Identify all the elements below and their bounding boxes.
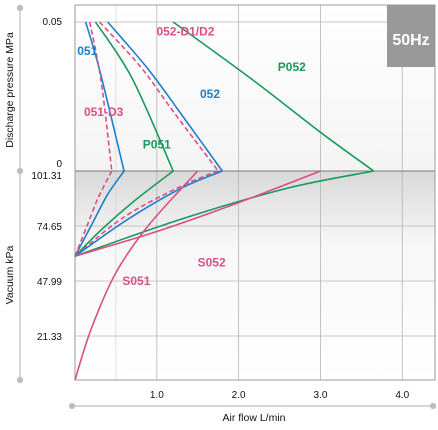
series-label-051: 051 — [77, 44, 97, 58]
series-052-d1-d2-pressure-line — [98, 21, 219, 172]
badge-text: 50Hz — [392, 32, 429, 49]
series-labels: 051 051-D3 P051 052-D1/D2 052 P052 S051 S052 — [77, 24, 306, 288]
series-label-p052: P052 — [278, 60, 306, 74]
series-p051-vacuum-line — [74, 170, 174, 257]
series-052-vacuum-line — [74, 170, 223, 257]
pressure-region — [75, 5, 435, 171]
series-051-d3-pressure-line — [88, 21, 113, 172]
series-p051-pressure-line — [94, 21, 174, 172]
series-label-s052: S052 — [198, 256, 226, 270]
x-tick-label: 2.0 — [232, 390, 246, 401]
vacuum-tick-label: 101.31 — [31, 171, 62, 182]
series-label-051-d3: 051-D3 — [84, 105, 124, 119]
series-052-pressure-line — [107, 21, 223, 172]
vacuum-tick-label: 74.65 — [37, 222, 62, 233]
grid — [74, 4, 436, 381]
series-label-052: 052 — [200, 87, 220, 101]
vacuum-tick-label: 21.33 — [37, 332, 62, 343]
series-label-p051: P051 — [143, 138, 171, 152]
x-axis-title: Air flow L/min — [222, 412, 285, 424]
series-label-052-d1-d2: 052-D1/D2 — [156, 24, 214, 38]
series-051-vacuum-line — [74, 170, 125, 257]
vacuum-tick-label: 47.99 — [37, 277, 62, 288]
x-tick-label: 1.0 — [150, 390, 164, 401]
series-052-d1-d2-vacuum-line — [74, 170, 219, 257]
x-tick-label: 4.0 — [395, 390, 409, 401]
y-axis-title-vacuum: Vacuum kPa — [4, 245, 16, 304]
curves — [74, 21, 375, 381]
vacuum-region — [75, 171, 435, 380]
series-p052-pressure-line — [172, 21, 375, 172]
x-tick-label: 3.0 — [314, 390, 328, 401]
left-axis-bracket — [16, 4, 24, 384]
badge-box — [387, 5, 435, 67]
y-axis-title-pressure: Discharge pressure MPa — [4, 32, 16, 148]
series-s051-vacuum-line — [74, 170, 199, 381]
pressure-tick-label: 0.05 — [43, 17, 63, 28]
bottom-axis-bracket — [68, 402, 437, 410]
plot-frame — [74, 4, 436, 381]
series-label-s051: S051 — [122, 274, 150, 288]
pressure-tick-label: 0 — [56, 159, 62, 170]
series-s052-vacuum-line — [74, 170, 321, 257]
series-p052-vacuum-line — [74, 170, 374, 257]
